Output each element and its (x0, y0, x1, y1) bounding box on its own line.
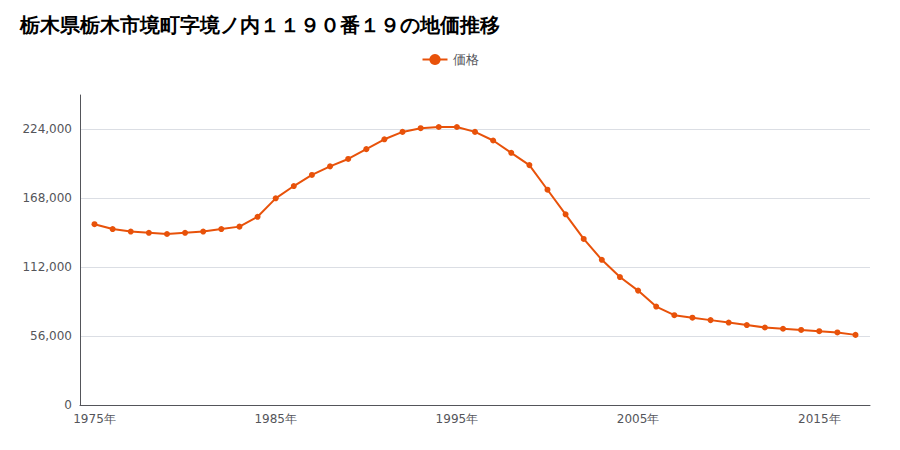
svg-text:2005年: 2005年 (617, 412, 660, 426)
svg-text:1985年: 1985年 (254, 412, 297, 426)
svg-text:1975年: 1975年 (73, 412, 116, 426)
svg-text:224,000: 224,000 (22, 122, 72, 136)
svg-text:168,000: 168,000 (22, 191, 72, 205)
svg-text:0: 0 (64, 398, 72, 412)
svg-text:栃木県栃木市境町字境ノ内１１９０番１９の地価推移: 栃木県栃木市境町字境ノ内１１９０番１９の地価推移 (19, 13, 500, 37)
svg-text:価格: 価格 (453, 52, 479, 67)
svg-text:56,000: 56,000 (30, 329, 72, 343)
svg-text:1995年: 1995年 (436, 412, 479, 426)
svg-text:112,000: 112,000 (22, 260, 72, 274)
svg-text:2015年: 2015年 (798, 412, 841, 426)
